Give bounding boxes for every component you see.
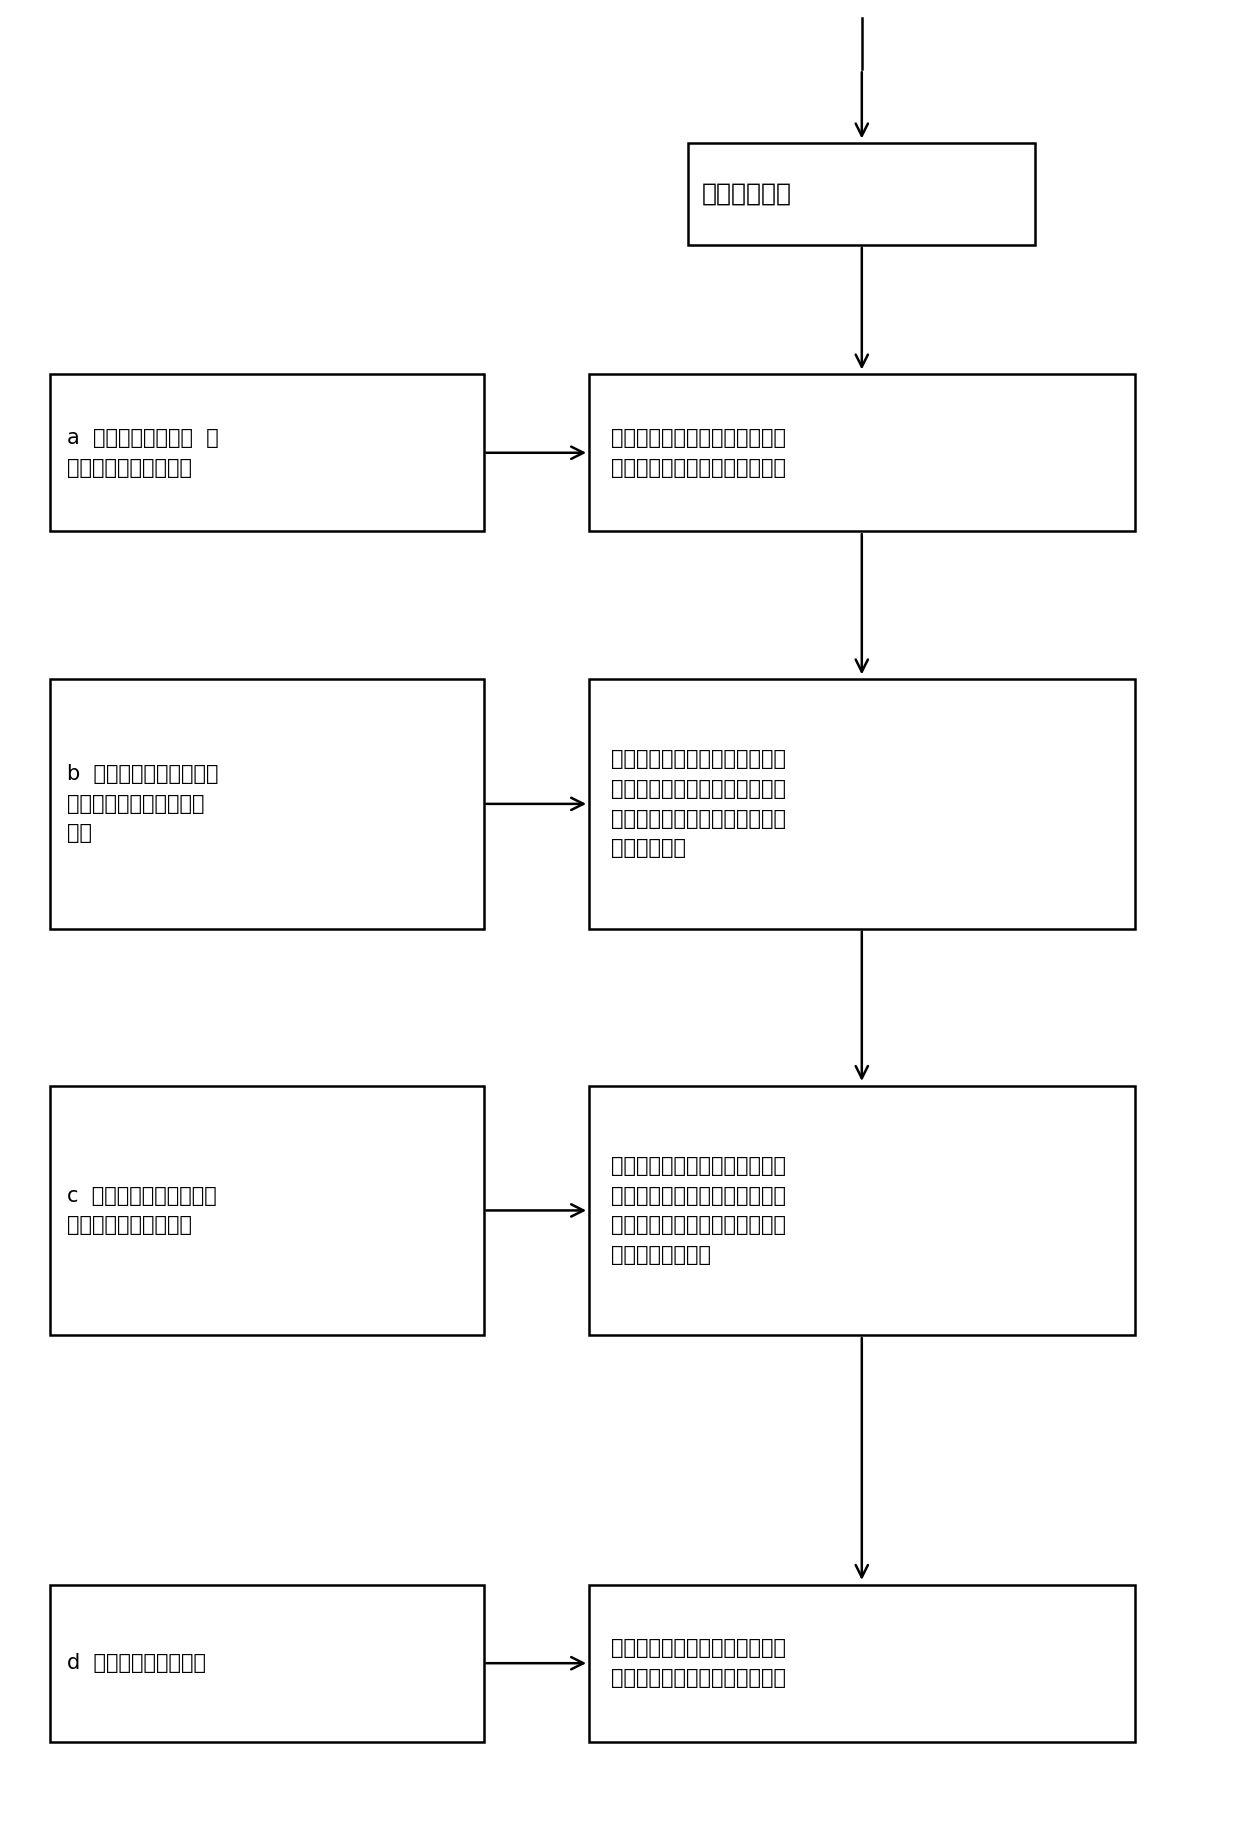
- Bar: [50, 373, 484, 532]
- Text: 给水温度变化: 给水温度变化: [702, 183, 792, 205]
- Bar: [50, 680, 484, 930]
- Bar: [50, 1087, 484, 1334]
- Text: b  给水温度变化后的空气
预热器出口热风温度计算
环节: b 给水温度变化后的空气 预热器出口热风温度计算 环节: [67, 765, 218, 843]
- Text: 该环节主要将锅炉的基准参数和
锅炉运行及结构原始数据的输入: 该环节主要将锅炉的基准参数和 锅炉运行及结构原始数据的输入: [611, 429, 786, 477]
- Text: a  锅炉基准参数和运  行
及结构参数的输入环节: a 锅炉基准参数和运 行 及结构参数的输入环节: [67, 429, 218, 477]
- Bar: [589, 1584, 1135, 1741]
- Bar: [589, 373, 1135, 532]
- Text: c  给水温度变化后的省煤
器出口水温的计算环节: c 给水温度变化后的省煤 器出口水温的计算环节: [67, 1186, 217, 1234]
- Text: d  炉膛热平衡计算环节: d 炉膛热平衡计算环节: [67, 1654, 206, 1672]
- Text: 该环节主要计算给水温度变化后
的热空气温度，为炉膛热平衡炉
膛输入热量中热空气带入炉膛热
量计算作准备: 该环节主要计算给水温度变化后 的热空气温度，为炉膛热平衡炉 膛输入热量中热空气带…: [611, 750, 786, 857]
- Bar: [50, 1584, 484, 1741]
- Bar: [589, 680, 1135, 930]
- Bar: [589, 1087, 1135, 1334]
- Text: 该环节主要通过炉膛热平衡最终
确定出给水温度变化后的燃料量: 该环节主要通过炉膛热平衡最终 确定出给水温度变化后的燃料量: [611, 1639, 786, 1687]
- Text: 该环节主要计算给水温度变化后
的省煤器出口水温，为炉膛热平
衡炉膛输出热量中工质带出炉膛
的热量计算作准备: 该环节主要计算给水温度变化后 的省煤器出口水温，为炉膛热平 衡炉膛输出热量中工质…: [611, 1157, 786, 1264]
- Bar: [688, 142, 1035, 244]
